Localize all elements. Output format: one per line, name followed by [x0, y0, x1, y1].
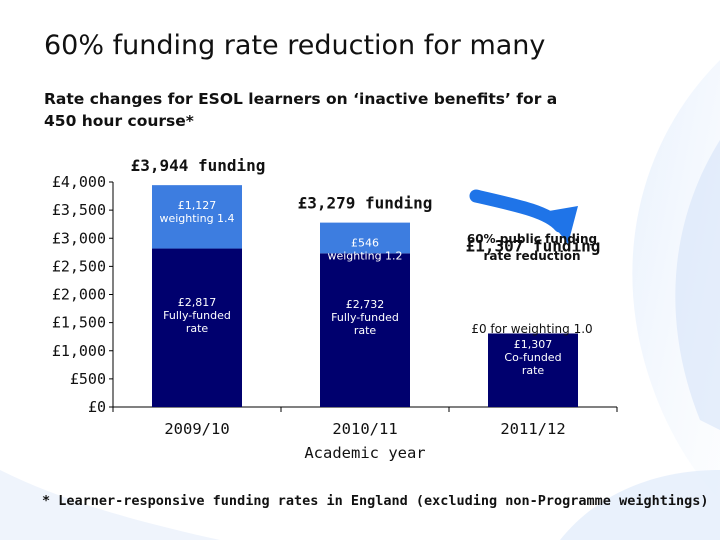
reduction-callout: 60% public funding rate reduction £0 for… — [467, 189, 597, 336]
y-tick-label: £1,500 — [52, 314, 106, 332]
y-tick-label: £0 — [88, 398, 106, 416]
bar-segment — [152, 248, 242, 407]
chart-bars — [152, 185, 578, 407]
y-tick-label: £2,000 — [52, 286, 106, 304]
y-tick-label: £500 — [70, 370, 106, 388]
bar-data-label: rate — [354, 324, 377, 337]
bar-data-label: Fully-funded — [331, 311, 399, 324]
x-tick-label: 2010/11 — [332, 420, 397, 438]
y-tick-label: £3,500 — [52, 201, 106, 219]
bar-data-label: £2,732 — [346, 298, 385, 311]
x-tick-label: 2009/10 — [164, 420, 229, 438]
bar-data-label: £2,817 — [178, 296, 217, 309]
footnote: * Learner-responsive funding rates in En… — [42, 493, 709, 509]
bar-data-label: Co-funded — [504, 351, 561, 364]
curved-arrow-icon — [469, 189, 567, 233]
bar-segment — [152, 185, 242, 249]
y-tick-label: £3,000 — [52, 229, 106, 247]
bar-data-label: rate — [186, 322, 209, 335]
page-title: 60% funding rate reduction for many — [44, 30, 546, 61]
bar-chart: £0 £500 £1,000 £1,500 £2,000 £2,500 £3,000 £3,5… — [52, 156, 618, 462]
bar-data-label: weighting 1.4 — [159, 212, 234, 225]
bar-segment — [320, 222, 410, 254]
x-tick-label: 2011/12 — [500, 420, 565, 438]
reduction-label-line1: 60% public funding — [467, 232, 597, 246]
bar-data-label: £1,127 — [178, 199, 217, 212]
bar-data-label: £1,307 — [514, 338, 553, 351]
bar-data-label: rate — [522, 364, 545, 377]
y-tick-label: £1,000 — [52, 342, 106, 360]
y-tick-label: £4,000 — [52, 173, 106, 191]
reduction-label-line2: rate reduction — [483, 249, 580, 263]
zero-weighting-note: £0 for weighting 1.0 — [471, 322, 592, 336]
arrow-head-icon — [543, 206, 578, 244]
bar-total-label: £3,279 funding — [298, 194, 433, 213]
x-axis-title: Academic year — [304, 444, 425, 462]
bar-data-label: weighting 1.2 — [327, 250, 402, 263]
y-tick-label: £2,500 — [52, 257, 106, 275]
bar-total-label: £3,944 funding — [131, 156, 266, 175]
bar-data-label: Fully-funded — [163, 309, 231, 322]
bar-data-label: £546 — [351, 237, 379, 250]
chart-subtitle: Rate changes for ESOL learners on ‘inact… — [44, 90, 558, 130]
bar-segment — [320, 253, 410, 407]
bar-segment — [488, 333, 578, 407]
